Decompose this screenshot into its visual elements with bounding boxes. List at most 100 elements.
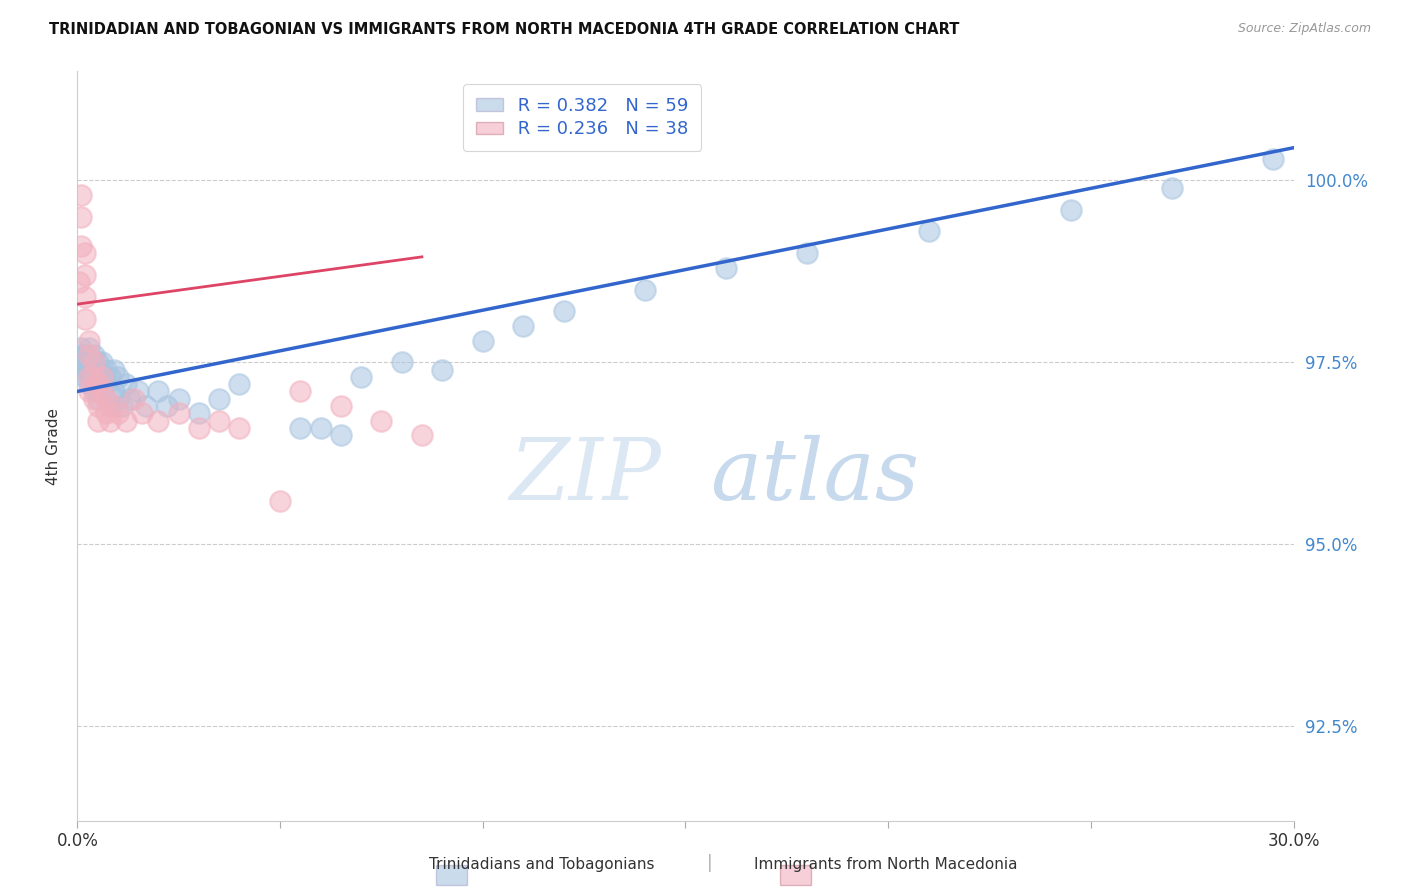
Point xyxy=(70,341,93,355)
Point xyxy=(122,392,145,406)
Point xyxy=(94,362,117,376)
Y-axis label: 4th Grade: 4th Grade xyxy=(46,408,62,484)
Text: Immigrants from North Macedonia: Immigrants from North Macedonia xyxy=(754,857,1018,872)
Point xyxy=(94,377,117,392)
Point xyxy=(86,392,108,406)
Point xyxy=(228,421,250,435)
Text: atlas: atlas xyxy=(710,434,920,517)
Point xyxy=(79,362,101,376)
Point xyxy=(94,392,117,406)
Point xyxy=(86,377,108,392)
Point xyxy=(1263,152,1285,166)
Point xyxy=(188,406,211,420)
Point xyxy=(115,377,138,392)
Point xyxy=(107,406,129,420)
Point xyxy=(115,413,138,427)
Point xyxy=(90,370,112,384)
Point xyxy=(329,399,352,413)
Point xyxy=(228,377,250,392)
Point xyxy=(94,406,117,420)
Point xyxy=(103,399,125,413)
Point xyxy=(70,210,93,224)
Point xyxy=(553,304,575,318)
Point xyxy=(75,370,97,384)
Point xyxy=(75,246,97,260)
Legend:  R = 0.382   N = 59,  R = 0.236   N = 38: R = 0.382 N = 59, R = 0.236 N = 38 xyxy=(464,84,702,151)
Point xyxy=(714,260,737,275)
Point xyxy=(86,362,108,376)
Point xyxy=(86,377,108,392)
Point xyxy=(90,384,112,399)
Point xyxy=(167,392,190,406)
Point xyxy=(512,318,534,333)
Point xyxy=(290,421,312,435)
Point xyxy=(430,362,453,376)
Point xyxy=(634,283,657,297)
Point xyxy=(98,399,121,413)
Point xyxy=(148,384,170,399)
Point xyxy=(918,224,941,238)
Point xyxy=(86,355,108,369)
Point xyxy=(86,399,108,413)
Point xyxy=(79,370,101,384)
Text: |: | xyxy=(707,855,713,872)
Text: TRINIDADIAN AND TOBAGONIAN VS IMMIGRANTS FROM NORTH MACEDONIA 4TH GRADE CORRELAT: TRINIDADIAN AND TOBAGONIAN VS IMMIGRANTS… xyxy=(49,22,959,37)
Point xyxy=(79,334,101,348)
Point xyxy=(127,384,149,399)
Point xyxy=(98,413,121,427)
Text: Source: ZipAtlas.com: Source: ZipAtlas.com xyxy=(1237,22,1371,36)
Point xyxy=(75,311,97,326)
Point xyxy=(70,239,93,253)
Point xyxy=(309,421,332,435)
Point xyxy=(103,384,125,399)
Point xyxy=(188,421,211,435)
Point xyxy=(70,188,93,202)
Point xyxy=(70,355,93,369)
Point xyxy=(111,399,134,413)
Point xyxy=(329,428,352,442)
Point xyxy=(391,355,413,369)
Point xyxy=(79,341,101,355)
Point xyxy=(148,413,170,427)
Point xyxy=(107,392,129,406)
Point xyxy=(411,428,433,442)
Point xyxy=(80,370,103,384)
Point xyxy=(67,362,90,376)
Point xyxy=(103,362,125,376)
Point xyxy=(79,377,101,392)
Point xyxy=(155,399,177,413)
Point xyxy=(98,370,121,384)
Point xyxy=(208,413,231,427)
Point xyxy=(75,355,97,369)
Text: ZIP: ZIP xyxy=(509,434,661,517)
Point xyxy=(83,355,105,369)
Point xyxy=(67,276,90,290)
Point xyxy=(83,348,105,362)
Point xyxy=(83,392,105,406)
Point xyxy=(135,399,157,413)
Point xyxy=(83,370,105,384)
Point xyxy=(83,384,105,399)
Point xyxy=(471,334,494,348)
Point xyxy=(83,355,105,369)
Point xyxy=(118,392,141,406)
Point xyxy=(208,392,231,406)
Point xyxy=(79,348,101,362)
Point xyxy=(290,384,312,399)
Point xyxy=(75,348,97,362)
Point xyxy=(75,268,97,282)
Point xyxy=(131,406,153,420)
Point xyxy=(370,413,392,427)
Point xyxy=(167,406,190,420)
Point xyxy=(90,384,112,399)
Point xyxy=(350,370,373,384)
Point xyxy=(79,355,101,369)
Point xyxy=(796,246,818,260)
Point xyxy=(76,362,98,376)
Point xyxy=(269,493,291,508)
Point xyxy=(1059,202,1081,217)
Point xyxy=(107,370,129,384)
Point xyxy=(1161,180,1184,194)
Point xyxy=(83,370,105,384)
Text: Trinidadians and Tobagonians: Trinidadians and Tobagonians xyxy=(429,857,654,872)
